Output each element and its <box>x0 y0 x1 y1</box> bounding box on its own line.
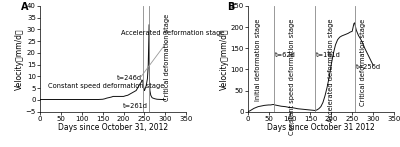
Text: A: A <box>21 2 28 12</box>
Text: t=161d: t=161d <box>316 52 341 58</box>
X-axis label: Days since October 31, 2012: Days since October 31, 2012 <box>58 123 168 132</box>
Text: Accelerated deformation stage: Accelerated deformation stage <box>328 19 334 122</box>
Text: Constant speed deformation stage: Constant speed deformation stage <box>289 19 295 135</box>
Text: t=246d: t=246d <box>117 75 142 81</box>
Text: Critical deformation stage: Critical deformation stage <box>164 14 170 101</box>
Text: Critical deformation stage: Critical deformation stage <box>360 19 366 106</box>
Y-axis label: Velocity（mm/d）: Velocity（mm/d） <box>220 28 229 90</box>
Text: B: B <box>227 2 235 12</box>
X-axis label: Days since October 31 2012: Days since October 31 2012 <box>267 123 375 132</box>
Text: t=261d: t=261d <box>123 103 148 109</box>
Text: Accelerated deformation stage: Accelerated deformation stage <box>122 30 225 77</box>
Text: t=256d: t=256d <box>356 64 381 70</box>
Y-axis label: Velocity（mm/d）: Velocity（mm/d） <box>15 28 24 90</box>
Text: Initial deformation stage: Initial deformation stage <box>255 19 261 101</box>
Text: Constant speed deformation stage: Constant speed deformation stage <box>48 83 165 89</box>
Text: t=62d: t=62d <box>275 52 296 58</box>
